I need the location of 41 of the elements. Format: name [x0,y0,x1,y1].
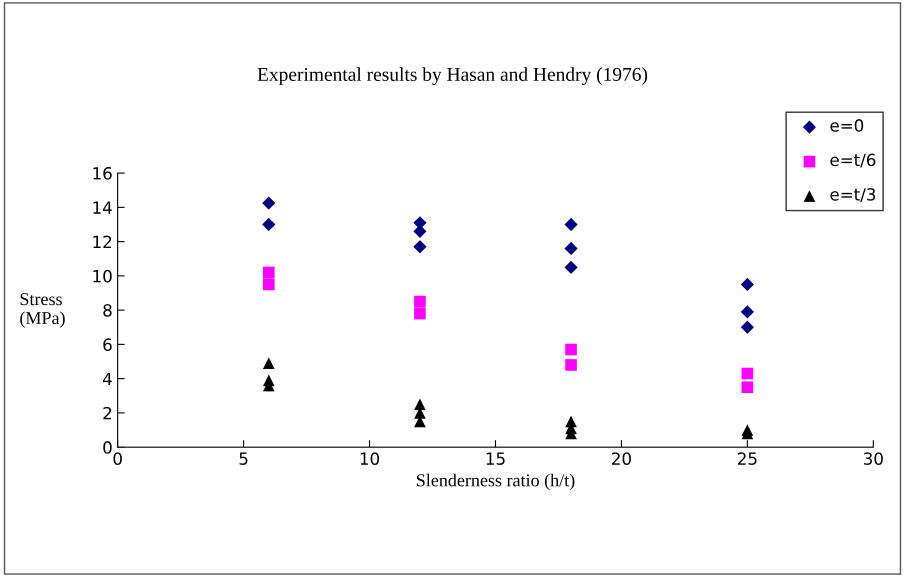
point [740,305,754,318]
point [262,357,275,370]
y-tick-label: 12 [93,236,112,248]
point [740,278,754,292]
point [565,359,577,371]
point [742,381,754,394]
point [262,278,275,290]
x-tick-label: 20 [612,452,631,465]
y-tick-label: 14 [93,202,112,214]
x-axis-title: Slenderness ratio (h/t) [416,474,574,490]
x-tick-label: 0 [113,452,122,465]
y-tick-label: 2 [103,406,112,420]
y-tick-label: 8 [103,304,112,317]
y-axis-title: Stress (MPa) [20,293,65,328]
y-tick-label: 4 [103,372,112,385]
chart-title: Experimental results by Hasan and Hendry (1976) [258,67,648,85]
point [262,196,276,210]
x-tick-label: 30 [864,452,883,465]
point [564,242,578,256]
legend-label: e=t/6 [830,154,876,168]
y-tick-label: 0 [103,441,112,454]
point [262,266,275,278]
point [414,296,426,308]
point [564,218,578,232]
point [564,260,578,274]
point [413,240,427,254]
point [565,344,577,356]
x-tick-label: 15 [486,452,505,465]
x-tick-label: 10 [360,452,380,465]
y-tick-label: 16 [93,167,112,180]
point [262,218,276,232]
y-tick-label: 10 [93,270,112,282]
point [740,320,754,334]
point [742,368,754,380]
legend-label: e=0 [830,119,864,132]
y-tick-label: 6 [103,338,112,351]
legend-label: e=t/3 [830,188,876,202]
point [414,398,426,410]
x-tick-label: 5 [240,452,248,465]
point [414,308,426,320]
x-tick-label: 25 [738,452,757,465]
